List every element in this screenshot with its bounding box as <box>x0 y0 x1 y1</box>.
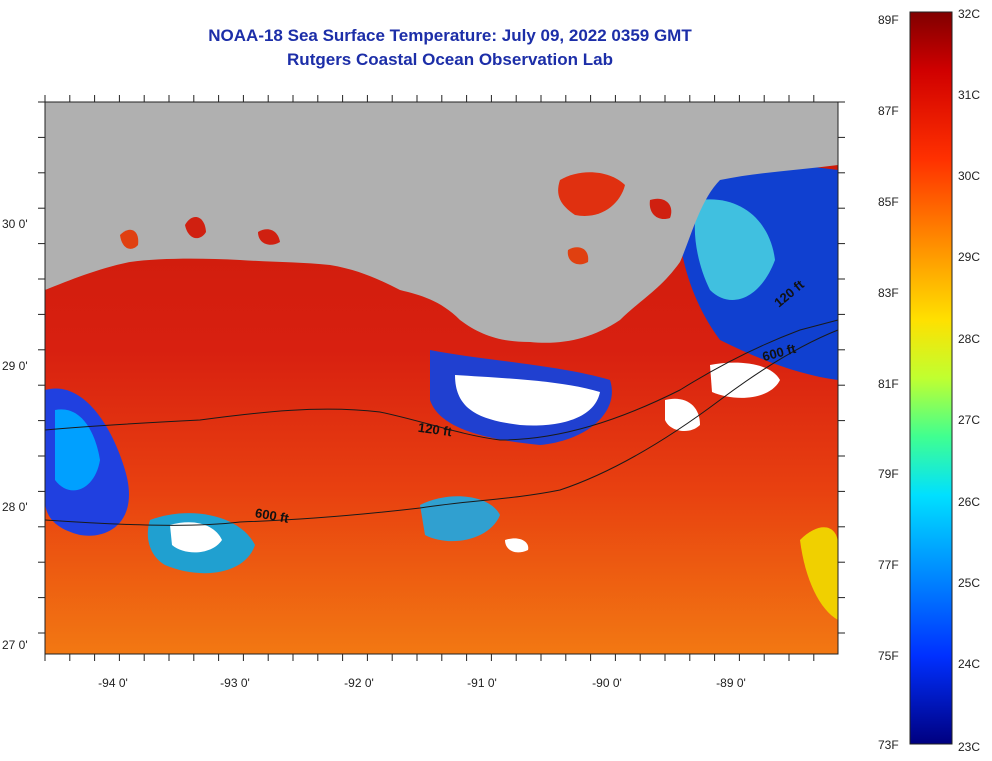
colorbar-f-label: 87F <box>878 104 899 118</box>
colorbar-c-label: 23C <box>958 740 981 754</box>
colorbar-c-label: 24C <box>958 657 981 671</box>
lon-label: -93 0' <box>220 676 250 690</box>
colorbar-f-label: 73F <box>878 738 899 752</box>
colorbar-c-label: 29C <box>958 250 981 264</box>
map-title: NOAA-18 Sea Surface Temperature: July 09… <box>208 26 692 45</box>
lake-pontchartrain <box>558 172 625 216</box>
depth-contours <box>44 319 839 526</box>
colorbar-f-label: 79F <box>878 467 899 481</box>
colorbar-c-label: 32C <box>958 7 981 21</box>
colorbar-c-label: 25C <box>958 576 981 590</box>
lat-label: 28 0' <box>2 500 28 514</box>
lon-label: -92 0' <box>344 676 374 690</box>
colorbar-f-label: 83F <box>878 286 899 300</box>
colorbar-c-label: 31C <box>958 88 981 102</box>
lat-label: 27 0' <box>2 638 28 652</box>
colorbar-f-label: 81F <box>878 377 899 391</box>
colorbar-c-label: 26C <box>958 495 981 509</box>
colorbar-c-label: 30C <box>958 169 981 183</box>
lat-label: 30 0' <box>2 217 28 231</box>
colorbar-f-label: 89F <box>878 13 899 27</box>
colorbar-c-label: 28C <box>958 332 981 346</box>
lon-label: -89 0' <box>716 676 746 690</box>
colorbar-c-label: 27C <box>958 413 981 427</box>
colorbar-f-label: 75F <box>878 649 899 663</box>
lon-label: -91 0' <box>467 676 497 690</box>
land-area <box>45 102 838 343</box>
colorbar-f-label: 77F <box>878 558 899 572</box>
colorbar-f-label: 85F <box>878 195 899 209</box>
map-subtitle: Rutgers Coastal Ocean Observation Lab <box>287 50 613 69</box>
colorbar <box>909 11 953 745</box>
lon-label: -90 0' <box>592 676 622 690</box>
cloud-central <box>455 375 600 426</box>
lat-label: 29 0' <box>2 359 28 373</box>
lon-label: -94 0' <box>98 676 128 690</box>
